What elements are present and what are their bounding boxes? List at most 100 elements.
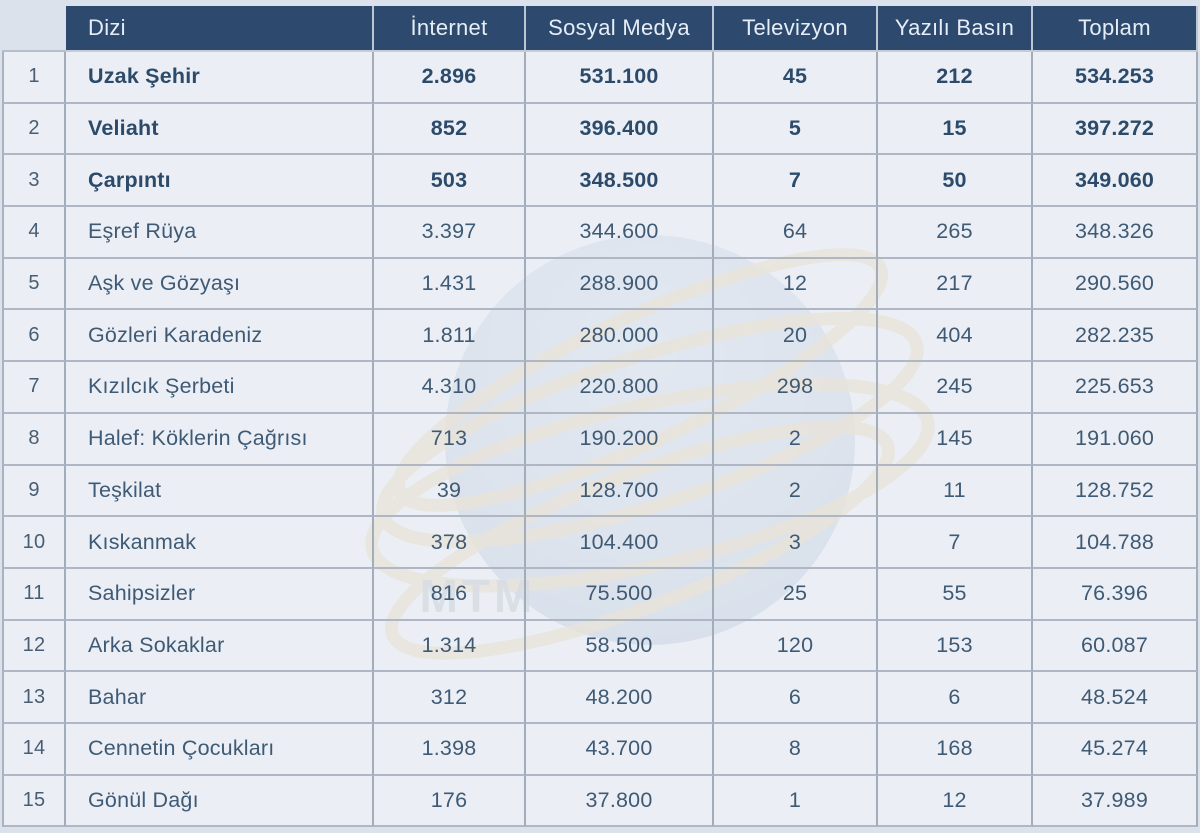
cell-rank: 11 <box>2 568 66 621</box>
cell-toplam: 37.989 <box>1033 775 1198 828</box>
cell-televizyon: 2 <box>714 413 878 466</box>
cell-internet: 39 <box>374 465 526 518</box>
cell-dizi: Cennetin Çocukları <box>66 723 374 776</box>
cell-rank: 13 <box>2 672 66 724</box>
cell-toplam: 48.524 <box>1033 672 1198 724</box>
cell-sosyal_medya: 37.800 <box>526 775 714 828</box>
cell-rank: 2 <box>2 103 66 156</box>
cell-dizi: Veliaht <box>66 103 374 156</box>
cell-sosyal_medya: 48.200 <box>526 672 714 724</box>
header-rank-blank <box>2 6 66 52</box>
cell-toplam: 225.653 <box>1033 362 1198 414</box>
cell-toplam: 76.396 <box>1033 568 1198 621</box>
cell-televizyon: 2 <box>714 465 878 518</box>
cell-televizyon: 20 <box>714 310 878 363</box>
cell-televizyon: 6 <box>714 672 878 724</box>
cell-sosyal_medya: 128.700 <box>526 465 714 518</box>
cell-dizi: Uzak Şehir <box>66 52 374 104</box>
cell-televizyon: 7 <box>714 155 878 208</box>
cell-rank: 10 <box>2 517 66 569</box>
cell-yazili_basin: 15 <box>878 103 1033 156</box>
cell-toplam: 60.087 <box>1033 620 1198 673</box>
cell-internet: 3.397 <box>374 207 526 259</box>
cell-yazili_basin: 6 <box>878 672 1033 724</box>
cell-sosyal_medya: 104.400 <box>526 517 714 569</box>
cell-rank: 6 <box>2 310 66 363</box>
table-row: 11 Sahipsizler 816 75.500 25 55 76.396 <box>2 568 1198 621</box>
header-row: Dizi İnternet Sosyal Medya Televizyon Yazılı… <box>2 6 1198 52</box>
cell-dizi: Halef: Köklerin Çağrısı <box>66 413 374 466</box>
cell-televizyon: 25 <box>714 568 878 621</box>
table-row: 13 Bahar 312 48.200 6 6 48.524 <box>2 672 1198 724</box>
cell-yazili_basin: 404 <box>878 310 1033 363</box>
cell-sosyal_medya: 344.600 <box>526 207 714 259</box>
cell-rank: 8 <box>2 413 66 466</box>
table-row: 10 Kıskanmak 378 104.400 3 7 104.788 <box>2 517 1198 569</box>
cell-internet: 2.896 <box>374 52 526 104</box>
cell-toplam: 349.060 <box>1033 155 1198 208</box>
cell-televizyon: 12 <box>714 258 878 311</box>
cell-sosyal_medya: 288.900 <box>526 258 714 311</box>
cell-yazili_basin: 145 <box>878 413 1033 466</box>
cell-televizyon: 5 <box>714 103 878 156</box>
cell-yazili_basin: 12 <box>878 775 1033 828</box>
cell-sosyal_medya: 190.200 <box>526 413 714 466</box>
header-sosyal_medya: Sosyal Medya <box>526 6 714 52</box>
cell-sosyal_medya: 43.700 <box>526 723 714 776</box>
cell-dizi: Arka Sokaklar <box>66 620 374 673</box>
cell-rank: 14 <box>2 723 66 776</box>
header-televizyon: Televizyon <box>714 6 878 52</box>
cell-sosyal_medya: 396.400 <box>526 103 714 156</box>
cell-yazili_basin: 153 <box>878 620 1033 673</box>
table-body: 1 Uzak Şehir 2.896 531.100 45 212 534.253 2 Veli… <box>2 52 1198 828</box>
cell-yazili_basin: 168 <box>878 723 1033 776</box>
table-row: 12 Arka Sokaklar 1.314 58.500 120 153 60.087 <box>2 620 1198 673</box>
cell-televizyon: 64 <box>714 207 878 259</box>
cell-dizi: Aşk ve Gözyaşı <box>66 258 374 311</box>
cell-internet: 1.811 <box>374 310 526 363</box>
cell-dizi: Bahar <box>66 672 374 724</box>
table-row: 9 Teşkilat 39 128.700 2 11 128.752 <box>2 465 1198 518</box>
cell-yazili_basin: 245 <box>878 362 1033 414</box>
cell-dizi: Gözleri Karadeniz <box>66 310 374 363</box>
cell-yazili_basin: 212 <box>878 52 1033 104</box>
cell-dizi: Teşkilat <box>66 465 374 518</box>
table-row: 8 Halef: Köklerin Çağrısı 713 190.200 2 145 19… <box>2 413 1198 466</box>
cell-rank: 12 <box>2 620 66 673</box>
table-row: 1 Uzak Şehir 2.896 531.100 45 212 534.253 <box>2 52 1198 104</box>
media-mentions-table: Dizi İnternet Sosyal Medya Televizyon Yazılı… <box>2 6 1198 828</box>
table-row: 6 Gözleri Karadeniz 1.811 280.000 20 404 282.2… <box>2 310 1198 363</box>
cell-rank: 15 <box>2 775 66 828</box>
cell-rank: 9 <box>2 465 66 518</box>
cell-toplam: 191.060 <box>1033 413 1198 466</box>
cell-televizyon: 3 <box>714 517 878 569</box>
cell-toplam: 534.253 <box>1033 52 1198 104</box>
cell-yazili_basin: 7 <box>878 517 1033 569</box>
table-row: 7 Kızılcık Şerbeti 4.310 220.800 298 245 225.6… <box>2 362 1198 414</box>
cell-televizyon: 298 <box>714 362 878 414</box>
cell-toplam: 282.235 <box>1033 310 1198 363</box>
cell-toplam: 128.752 <box>1033 465 1198 518</box>
header-internet: İnternet <box>374 6 526 52</box>
cell-toplam: 104.788 <box>1033 517 1198 569</box>
cell-televizyon: 120 <box>714 620 878 673</box>
cell-rank: 7 <box>2 362 66 414</box>
cell-internet: 378 <box>374 517 526 569</box>
cell-rank: 3 <box>2 155 66 208</box>
cell-sosyal_medya: 280.000 <box>526 310 714 363</box>
table-row: 4 Eşref Rüya 3.397 344.600 64 265 348.326 <box>2 207 1198 259</box>
cell-internet: 503 <box>374 155 526 208</box>
cell-internet: 816 <box>374 568 526 621</box>
cell-sosyal_medya: 75.500 <box>526 568 714 621</box>
cell-dizi: Gönül Dağı <box>66 775 374 828</box>
cell-televizyon: 8 <box>714 723 878 776</box>
table-row: 14 Cennetin Çocukları 1.398 43.700 8 168 45.27… <box>2 723 1198 776</box>
cell-toplam: 397.272 <box>1033 103 1198 156</box>
cell-dizi: Eşref Rüya <box>66 207 374 259</box>
cell-sosyal_medya: 58.500 <box>526 620 714 673</box>
cell-rank: 4 <box>2 207 66 259</box>
cell-internet: 312 <box>374 672 526 724</box>
cell-rank: 5 <box>2 258 66 311</box>
cell-yazili_basin: 217 <box>878 258 1033 311</box>
